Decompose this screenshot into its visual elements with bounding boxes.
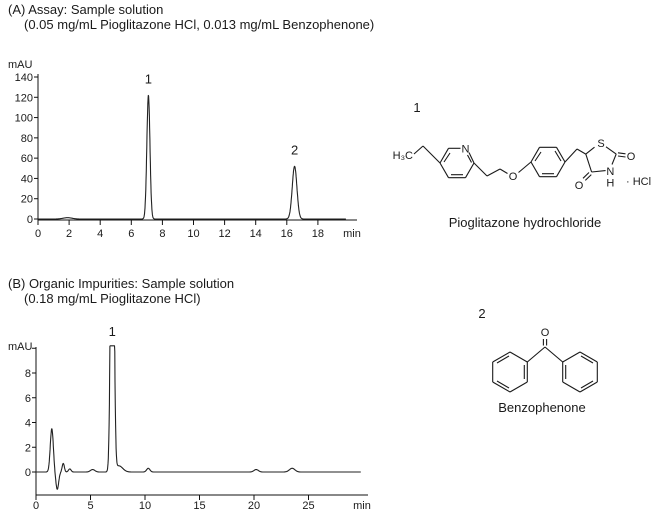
x-tick-label: 0 xyxy=(35,228,41,240)
y-tick-label: 4 xyxy=(25,418,31,430)
structure-1-caption: Pioglitazone hydrochloride xyxy=(449,215,601,230)
x-tick-label: 12 xyxy=(218,228,230,240)
y-tick-label: 8 xyxy=(25,368,31,380)
y-tick-label: 140 xyxy=(15,72,33,84)
x-axis-unit-label: min xyxy=(353,500,371,512)
peak-label: 2 xyxy=(291,142,298,157)
structure-benzophenone: 2 O Ben xyxy=(478,306,598,415)
h3c-label: H₃C xyxy=(393,150,413,162)
ring-n-label: N xyxy=(606,166,614,178)
y-tick-label: 6 xyxy=(25,393,31,405)
structure-pioglitazone: 1 xyxy=(393,100,651,230)
peak-label: 1 xyxy=(145,71,152,86)
carbonyl-o-left-label: O xyxy=(575,180,584,192)
nh-h-label: H xyxy=(606,178,614,190)
x-tick-label: 10 xyxy=(139,500,151,512)
section-a-subtitle: (0.05 mg/mL Pioglitazone HCl, 0.013 mg/m… xyxy=(24,17,375,32)
y-tick-label: 0 xyxy=(27,214,33,226)
y-tick-label: 60 xyxy=(21,153,33,165)
ether-o-label: O xyxy=(509,171,518,183)
benzophenone-carbonyl-o-label: O xyxy=(541,327,550,339)
x-tick-label: 14 xyxy=(250,228,262,240)
structure-2-caption: Benzophenone xyxy=(498,400,585,415)
x-tick-label: 0 xyxy=(33,500,39,512)
y-tick-label: 40 xyxy=(21,173,33,185)
section-b-header: (B) Organic Impurities: Sample solution … xyxy=(8,276,234,306)
x-tick-label: 8 xyxy=(159,228,165,240)
y-tick-label: 2 xyxy=(25,442,31,454)
pyridine-n-label: N xyxy=(462,143,470,155)
chromatogram-trace xyxy=(35,345,362,490)
x-tick-label: 4 xyxy=(97,228,103,240)
y-axis-unit-label: mAU xyxy=(8,341,33,353)
structure-2-index-label: 2 xyxy=(478,306,485,321)
structure-1-index-label: 1 xyxy=(413,100,420,115)
pioglitazone-atom-labels: H₃C N O S O N H O · HCl xyxy=(393,138,651,192)
chromatogram-b: 0 2 4 6 8 0 5 10 15 20 25 mAU min 1 xyxy=(8,324,371,512)
x-tick-label: 5 xyxy=(87,500,93,512)
x-tick-label: 2 xyxy=(66,228,72,240)
section-b-subtitle: (0.18 mg/mL Pioglitazone HCl) xyxy=(24,291,201,306)
y-tick-label: 20 xyxy=(21,194,33,206)
section-b-title: (B) Organic Impurities: Sample solution xyxy=(8,276,235,291)
hcl-salt-label: · HCl xyxy=(626,176,651,188)
x-tick-label: 25 xyxy=(302,500,314,512)
y-tick-label: 100 xyxy=(15,113,33,125)
section-a-title: (A) Assay: Sample solution xyxy=(8,2,164,17)
x-tick-label: 10 xyxy=(187,228,199,240)
x-tick-label: 20 xyxy=(248,500,260,512)
y-tick-label: 120 xyxy=(15,92,33,104)
peak-label: 1 xyxy=(109,324,116,339)
carbonyl-o-right-label: O xyxy=(627,151,636,163)
x-axis-unit-label: min xyxy=(343,228,361,240)
x-tick-label: 6 xyxy=(128,228,134,240)
sulfur-label: S xyxy=(597,138,604,150)
pioglitazone-bonds xyxy=(413,145,626,181)
chromatogram-trace xyxy=(37,94,347,220)
section-a-header: (A) Assay: Sample solution (0.05 mg/mL P… xyxy=(8,2,374,32)
y-tick-label: 80 xyxy=(21,133,33,145)
x-tick-label: 15 xyxy=(193,500,205,512)
x-tick-label: 16 xyxy=(281,228,293,240)
x-tick-label: 18 xyxy=(312,228,324,240)
y-tick-label: 0 xyxy=(25,467,31,479)
y-axis-unit-label: mAU xyxy=(8,59,33,71)
benzophenone-bonds xyxy=(492,339,598,393)
